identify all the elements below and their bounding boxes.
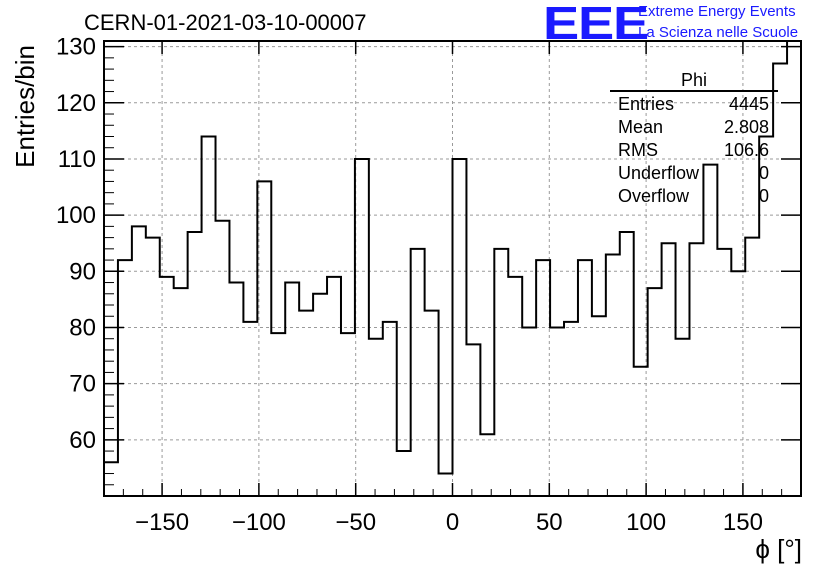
histogram-step-line [103,40,801,496]
y-tick-label: 80 [69,314,96,341]
stats-row-label: Underflow [618,163,700,183]
run-title: CERN-01-2021-03-10-00007 [84,10,367,35]
stats-box: Phi Entries 4445 Mean 2.808 RMS 106.6 Underflo… [610,70,778,206]
x-tick-label: 50 [536,509,563,536]
axis-ticks [104,41,802,496]
stats-row-value: 2.808 [724,117,769,137]
stats-row-label: RMS [618,140,658,160]
y-tick-label: 70 [69,371,96,398]
x-tick-label: 150 [723,509,763,536]
stats-row-label: Entries [618,94,674,114]
stats-row-value: 0 [759,163,769,183]
stats-rows: Entries 4445 Mean 2.808 RMS 106.6 Underflow 0 Ov… [618,94,769,206]
y-tick-label: 130 [56,34,96,61]
x-tick-label: 100 [626,509,666,536]
tick-labels: −150 −100 −50 0 50 100 150 60 70 80 90 100 110 120 130 [56,34,763,536]
x-tick-label: −100 [232,509,286,536]
y-tick-label: 100 [56,202,96,229]
x-tick-label: −150 [135,509,189,536]
x-tick-label: 0 [446,509,459,536]
stats-row-label: Overflow [618,186,690,206]
logo-caption-line2: La Scienza nelle Scuole [638,24,799,41]
stats-row-value: 0 [759,186,769,206]
x-axis-label: ϕ [°] [755,534,802,564]
stats-row-value: 4445 [729,94,769,114]
stats-row-value: 106.6 [724,140,769,160]
logo-caption-line1: Extreme Energy Events [638,3,796,20]
y-tick-label: 60 [69,427,96,454]
y-tick-label: 110 [58,146,96,173]
y-axis-label: Entries/bin [10,45,40,168]
y-tick-label: 120 [56,90,96,117]
stats-row-label: Mean [618,117,663,137]
x-tick-label: −50 [335,509,376,536]
stats-box-name: Phi [681,70,707,90]
y-tick-label: 90 [69,258,96,285]
